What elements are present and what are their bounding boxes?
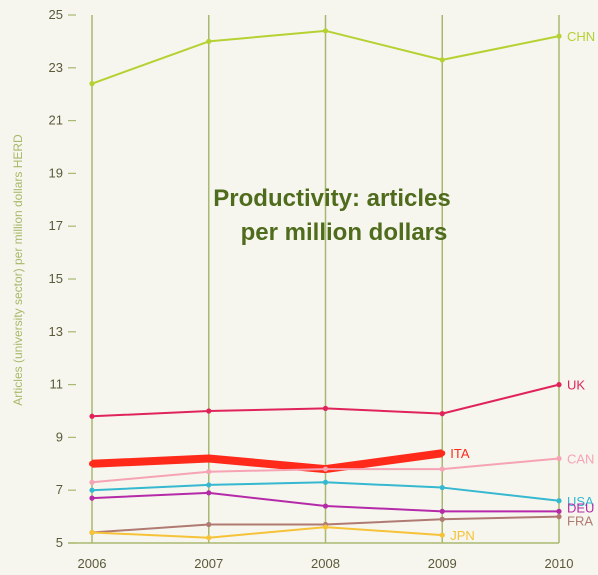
y-axis-ticks: 5 7 9 11 13 15 17 19 21 23 25 (49, 7, 76, 550)
data-point-usa (89, 487, 95, 493)
data-point-chn (206, 38, 212, 45)
x-tick-label: 2010 (545, 556, 574, 571)
grid-lines (68, 15, 560, 544)
data-point-jpn (206, 535, 212, 541)
series-line-ita (91, 449, 443, 474)
data-point-chn (322, 28, 329, 34)
data-point-deu (89, 495, 95, 501)
series-label-jpn: JPN (450, 528, 475, 543)
y-tick-label: 19 (49, 165, 63, 180)
y-tick-label: 23 (49, 60, 63, 75)
data-point-ita (89, 460, 95, 467)
data-point-deu (206, 490, 212, 496)
data-point-fra (556, 514, 562, 520)
y-tick-label: 5 (56, 535, 63, 550)
y-tick-label: 21 (49, 113, 63, 128)
series-label-can: CAN (567, 452, 594, 467)
data-point-uk (89, 413, 95, 419)
series-label-usa: USA (567, 494, 594, 509)
series-label-fra: FRA (567, 514, 593, 529)
data-point-fra (206, 521, 212, 528)
y-axis-label: Articles (university sector) per million… (11, 134, 25, 406)
data-point-ita (439, 450, 446, 457)
data-point-usa (206, 482, 212, 488)
y-tick-label: 7 (56, 482, 63, 497)
data-point-fra (439, 516, 445, 522)
data-point-can (556, 455, 562, 462)
data-point-can (206, 469, 212, 475)
y-tick-label: 25 (49, 7, 63, 22)
x-tick-label: 2008 (311, 556, 340, 571)
data-point-can (322, 466, 329, 472)
data-point-ita (205, 455, 212, 462)
data-point-deu (556, 508, 562, 514)
series-label-uk: UK (567, 378, 585, 393)
x-tick-label: 2009 (428, 556, 457, 571)
series-group (89, 28, 562, 541)
data-point-usa (439, 484, 445, 491)
data-point-uk (439, 411, 445, 417)
data-point-uk (322, 405, 329, 411)
data-point-chn (89, 81, 95, 87)
series-label-chn: CHN (567, 29, 595, 44)
data-point-jpn (322, 524, 329, 530)
y-tick-label: 17 (49, 218, 63, 233)
x-tick-label: 2006 (78, 556, 107, 571)
y-tick-label: 9 (56, 429, 63, 444)
data-point-can (439, 466, 445, 472)
y-tick-label: 15 (49, 271, 63, 286)
data-point-chn (439, 57, 445, 63)
data-point-jpn (89, 529, 95, 536)
data-point-can (89, 479, 95, 485)
chart-title-line-2: per million dollars (241, 219, 448, 246)
x-axis-ticks: 2006 2007 2008 2009 2010 (78, 556, 574, 571)
data-point-usa (322, 479, 329, 485)
series-label-deu: DEU (567, 500, 594, 515)
data-point-uk (206, 408, 212, 414)
data-point-uk (556, 382, 562, 388)
chart-title-line-1: Productivity: articles (213, 185, 450, 212)
data-point-chn (556, 33, 562, 39)
data-point-deu (439, 508, 445, 514)
y-tick-label: 13 (49, 324, 63, 339)
data-point-deu (322, 503, 329, 509)
data-point-usa (556, 498, 562, 504)
x-tick-label: 2007 (194, 556, 223, 571)
data-point-jpn (439, 532, 445, 538)
y-tick-label: 11 (50, 377, 64, 392)
series-label-ita: ITA (450, 446, 470, 461)
series-line-jpn (91, 526, 443, 539)
